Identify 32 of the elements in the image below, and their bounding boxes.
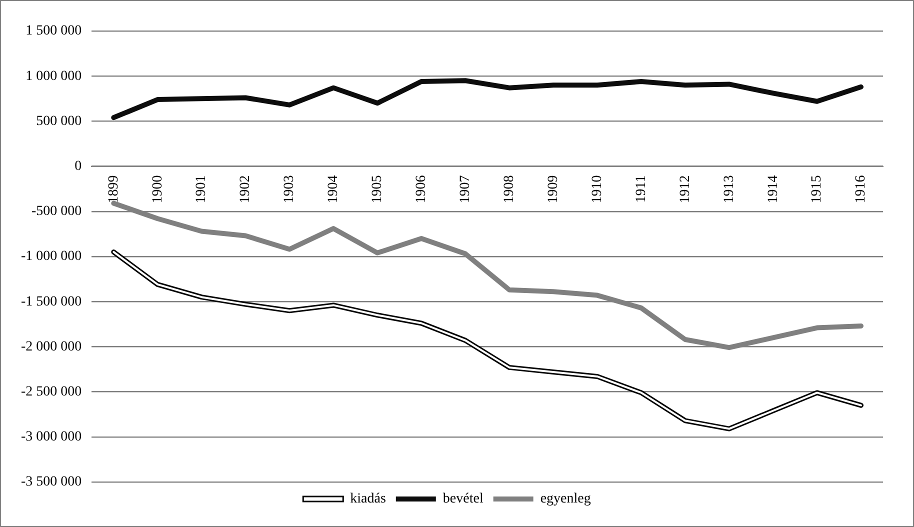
x-tick-label: 1905 <box>370 175 386 204</box>
x-tick-label: 1904 <box>326 175 342 204</box>
x-tick-label: 1901 <box>194 175 210 204</box>
x-tick-label: 1914 <box>766 175 781 204</box>
legend-label: bevétel <box>442 492 484 507</box>
x-tick-label: 1912 <box>678 175 693 204</box>
x-tick-label: 1910 <box>590 175 605 204</box>
y-tick-label: 1 000 000 <box>26 68 82 84</box>
legend-label: egyenleg <box>540 492 591 507</box>
y-tick-label: 1 500 000 <box>26 24 82 39</box>
x-tick-label: 1899 <box>106 175 122 204</box>
y-tick-label: -3 000 000 <box>20 430 82 445</box>
y-tick-label: -3 500 000 <box>20 474 82 490</box>
y-tick-label: -1 500 000 <box>20 294 82 310</box>
y-tick-label: -1 000 000 <box>20 249 82 264</box>
x-tick-label: 1909 <box>546 175 561 204</box>
y-tick-label: -500 000 <box>31 204 82 220</box>
x-tick-label: 1911 <box>634 175 649 203</box>
x-tick-label: 1916 <box>854 175 869 204</box>
x-tick-label: 1902 <box>238 175 254 204</box>
y-tick-label: 0 <box>74 158 82 174</box>
y-tick-label: -2 000 000 <box>20 339 82 354</box>
y-tick-label: 500 000 <box>36 114 82 129</box>
x-tick-label: 1915 <box>810 175 825 204</box>
x-tick-label: 1906 <box>414 175 430 204</box>
x-tick-label: 1907 <box>458 175 474 204</box>
x-tick-label: 1903 <box>282 175 298 204</box>
x-tick-label: 1913 <box>722 175 737 204</box>
x-tick-label: 1908 <box>502 175 517 204</box>
x-tick-label: 1900 <box>150 175 166 204</box>
legend-label: kiadás <box>350 492 386 507</box>
y-tick-label: -2 500 000 <box>20 384 82 400</box>
